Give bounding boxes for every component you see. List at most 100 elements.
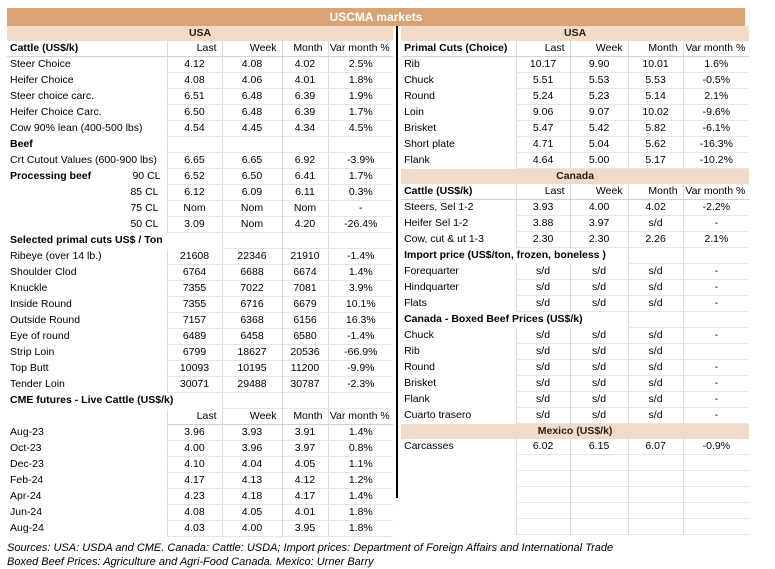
empty-label-cell [401, 455, 516, 471]
row-label: Outside Round [10, 314, 81, 326]
value-cell: 4.08 [166, 504, 222, 521]
value-cell: 4.12 [166, 56, 222, 73]
report-title: USCMA markets [329, 10, 423, 24]
table-row: Round s/d s/d s/d - [401, 359, 750, 376]
value-cell: 6688 [221, 264, 282, 281]
table-row: Rib 10.17 9.90 10.01 1.6% [401, 56, 750, 73]
table-row: Round 5.24 5.23 5.14 2.1% [401, 88, 750, 105]
value-cell: 21910 [281, 248, 328, 265]
col-header-label: Cattle (US$/k) [7, 41, 167, 57]
col-header-label: Cattle (US$/k) [401, 184, 517, 200]
row-label: Steers, Sel 1-2 [404, 201, 474, 214]
value-cell: 6.11 [281, 184, 328, 201]
value-cell: -1.4% [327, 328, 394, 345]
table-row: Flank 4.64 5.00 5.17 -10.2% [401, 152, 750, 169]
empty-cell [515, 518, 571, 535]
value-cell: s/d [569, 375, 629, 392]
empty-cell [221, 392, 282, 409]
row-label: 75 CL [130, 202, 159, 214]
value-cell: 1.7% [327, 168, 394, 185]
empty-cell [569, 502, 629, 519]
col-header: Week [221, 41, 282, 57]
section-header: Selected primal cuts US$ / Ton [10, 234, 163, 247]
row-label: Ribeye (over 14 lb.) [10, 250, 102, 262]
row-label: Top Butt [10, 362, 49, 374]
table-row: Heifer Sel 1-2 3.88 3.97 s/d - [401, 215, 750, 232]
value-cell: 3.9% [327, 280, 394, 297]
row-label: Shoulder Clod [10, 266, 77, 278]
value-cell: 6716 [221, 296, 282, 313]
value-cell: s/d [627, 343, 684, 360]
value-cell: 3.09 [166, 216, 222, 233]
value-cell: 1.4% [327, 424, 394, 441]
value-cell: 2.26 [627, 231, 684, 248]
empty-cell [327, 232, 394, 249]
value-cell: 4.23 [166, 488, 222, 505]
value-cell: 4.08 [166, 72, 222, 89]
empty-label-cell [401, 519, 516, 535]
value-cell: 4.05 [221, 504, 282, 521]
table-row: Tender Loin 30071 29488 30787 -2.3% [7, 376, 394, 393]
row-label: Crt Cutout Values (600-900 lbs) [10, 154, 157, 166]
col-header: Month [627, 184, 684, 200]
section-header-row: Canada - Boxed Beef Prices (US$/k) [401, 311, 750, 328]
value-cell: 2.1% [682, 88, 750, 105]
value-cell: 9.06 [515, 104, 571, 121]
row-label: Steer Choice [10, 58, 71, 71]
value-cell: s/d [627, 295, 684, 312]
value-cell: s/d [627, 327, 684, 344]
table-row: Chuck 5.51 5.53 5.53 -0.5% [401, 72, 750, 89]
empty-cell [515, 454, 571, 471]
value-cell: 6.48 [221, 88, 282, 105]
row-label: Brisket [404, 377, 437, 389]
value-cell: -3.9% [327, 152, 394, 169]
value-cell: -1.4% [327, 248, 394, 265]
empty-label-cell [401, 487, 516, 503]
empty-cell [627, 247, 684, 264]
value-cell: 1.8% [327, 504, 394, 521]
value-cell: 1.8% [327, 520, 394, 537]
value-cell: 6.39 [281, 88, 328, 105]
col-header: Week [221, 408, 282, 425]
row-label: Tender Loin [10, 378, 65, 390]
value-cell: 1.6% [682, 56, 750, 73]
value-cell: 4.03 [166, 520, 222, 537]
value-cell: 5.82 [627, 120, 684, 137]
value-cell: s/d [627, 407, 684, 424]
table-row: Inside Round 7355 6716 6679 10.1% [7, 296, 394, 313]
value-cell: 6368 [221, 312, 282, 329]
table-row: Cuarto trasero s/d s/d s/d - [401, 407, 750, 424]
value-cell: s/d [515, 295, 571, 312]
value-cell: 6580 [281, 328, 328, 345]
value-cell: s/d [515, 279, 571, 296]
col-header: Week [569, 184, 629, 200]
table-row: Hindquarter s/d s/d s/d - [401, 279, 750, 296]
value-cell: - [682, 215, 750, 232]
table-row: Cow, cut & ut 1-3 2.30 2.30 2.26 2.1% [401, 231, 750, 248]
col-header: Var month % [682, 41, 750, 57]
value-cell: s/d [569, 327, 629, 344]
value-cell: 4.17 [281, 488, 328, 505]
empty-cell [515, 470, 571, 487]
value-cell: 4.10 [166, 456, 222, 473]
value-cell: s/d [515, 327, 571, 344]
value-cell: 4.02 [281, 56, 328, 73]
value-cell: 6.50 [166, 104, 222, 121]
row-label: Jun-24 [10, 506, 43, 518]
tables-container: USA Cattle (US$/k) Last Week Month Var month … [7, 26, 775, 537]
value-cell: -26.4% [327, 216, 394, 233]
value-cell: 4.02 [627, 199, 684, 216]
value-cell: 9.07 [569, 104, 629, 121]
value-cell: 6156 [281, 312, 328, 329]
value-cell: 6.48 [221, 104, 282, 121]
row-label: Round [404, 90, 436, 102]
value-cell: s/d [569, 391, 629, 408]
value-cell: 4.08 [221, 56, 282, 73]
row-label: Cuarto trasero [404, 409, 472, 421]
primal-canada-mexico-table: USA Primal Cuts (Choice) Last Week Month Var … [401, 26, 750, 535]
value-cell: 6679 [281, 296, 328, 313]
empty-row [401, 486, 750, 503]
table-row: Top Butt 10093 10195 11200 -9.9% [7, 360, 394, 377]
empty-cell [281, 136, 328, 153]
